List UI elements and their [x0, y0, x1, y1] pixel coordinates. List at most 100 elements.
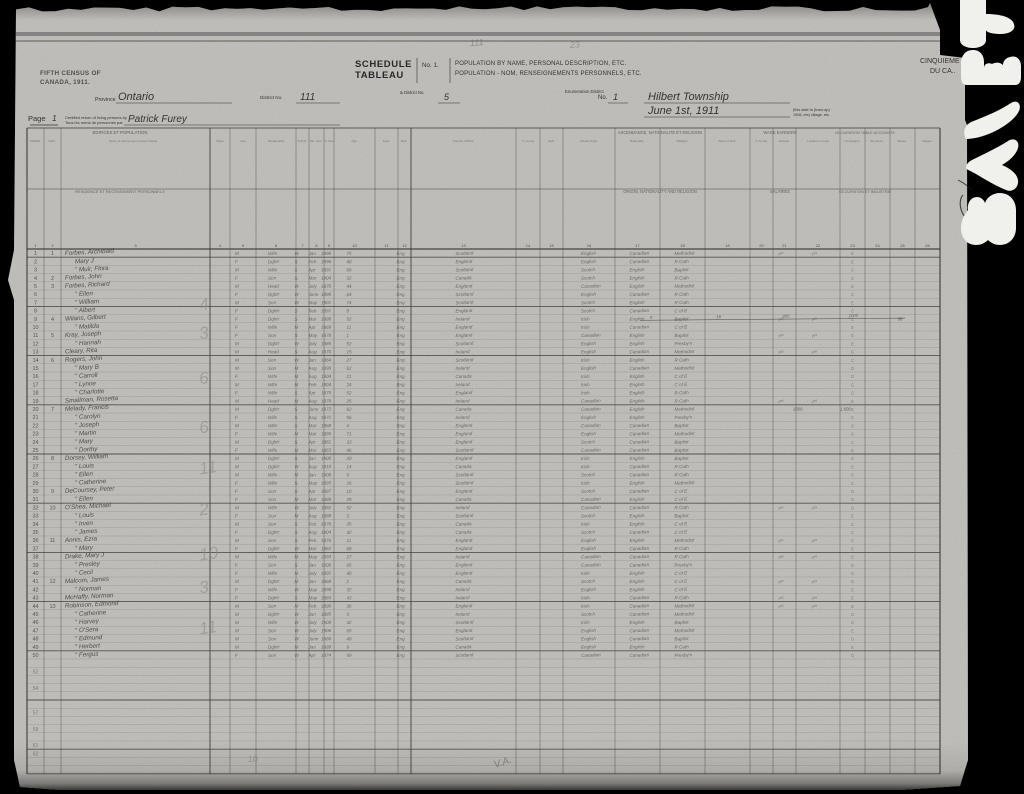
- svg-text:1904: 1904: [321, 382, 332, 387]
- svg-text:England: England: [455, 283, 472, 289]
- svg-text:Place: Place: [216, 139, 224, 143]
- svg-text:1876: 1876: [321, 538, 332, 543]
- svg-text:Irish: Irish: [581, 456, 590, 461]
- svg-text:English: English: [581, 349, 597, 355]
- svg-text:Ireland: Ireland: [455, 595, 470, 601]
- svg-text:M: M: [235, 358, 239, 363]
- svg-text:1908: 1908: [321, 472, 332, 477]
- svg-text:Age: Age: [351, 139, 357, 143]
- svg-text:M: M: [235, 440, 239, 445]
- svg-text:Canadian: Canadian: [581, 283, 601, 289]
- svg-text:Canada: Canada: [455, 644, 472, 650]
- svg-text:1: 1: [52, 113, 57, 123]
- svg-text:65: 65: [346, 628, 352, 633]
- svg-text:Eng: Eng: [396, 366, 405, 371]
- svg-text:Jan: Jan: [307, 562, 316, 567]
- svg-text:English: English: [629, 570, 645, 576]
- svg-text:(this date to (Inscr.ap): (this date to (Inscr.ap): [793, 108, 830, 112]
- svg-text:English: English: [581, 538, 597, 544]
- svg-text:25: 25: [345, 399, 352, 404]
- svg-text:" Cecil: " Cecil: [75, 569, 94, 577]
- svg-text:English: English: [629, 513, 645, 519]
- svg-text:22: 22: [816, 243, 821, 248]
- svg-text:Aug: Aug: [307, 415, 317, 420]
- svg-text:Aug: Aug: [307, 374, 317, 379]
- svg-text:C of E: C of E: [674, 324, 688, 329]
- svg-text:POPULATION BY NAME, PERSONAL D: POPULATION BY NAME, PERSONAL DESCRIPTION…: [455, 61, 627, 67]
- svg-text:48: 48: [32, 637, 38, 643]
- svg-text:ASCENDANCE, NATIONALITE ET REL: ASCENDANCE, NATIONALITE ET RELIGION: [618, 130, 702, 135]
- svg-text:40: 40: [346, 259, 352, 264]
- svg-text:26: 26: [32, 456, 38, 462]
- svg-text:G: G: [851, 432, 854, 437]
- svg-text:Mar: Mar: [308, 497, 317, 502]
- svg-text:1876: 1876: [321, 398, 332, 403]
- svg-text:POPULATION - NOM, RENSEIGNEMEN: POPULATION - NOM, RENSEIGNEMENTS PERSONN…: [455, 71, 642, 77]
- svg-text:7: 7: [51, 407, 54, 413]
- svg-text:Mar: Mar: [308, 431, 317, 436]
- svg-text:M: M: [235, 464, 239, 469]
- svg-text:1906: 1906: [321, 562, 332, 567]
- svg-text:M: M: [294, 497, 298, 502]
- svg-text:G: G: [851, 456, 854, 461]
- svg-text:" Louis: " Louis: [75, 512, 95, 520]
- svg-text:1885: 1885: [321, 341, 332, 346]
- svg-text:Canada: Canada: [455, 374, 472, 380]
- svg-text:Feb: Feb: [308, 382, 317, 387]
- svg-text:" Herbert: " Herbert: [75, 642, 101, 650]
- svg-text:S,M,W: S,M,W: [298, 139, 307, 143]
- svg-text:6: 6: [51, 358, 54, 364]
- svg-text:M: M: [294, 604, 298, 609]
- svg-text:Son: Son: [268, 628, 277, 633]
- svg-text:Baptist: Baptist: [674, 333, 689, 339]
- svg-text:52: 52: [346, 505, 352, 510]
- svg-text:12: 12: [402, 243, 407, 248]
- svg-text:27: 27: [345, 358, 352, 363]
- svg-text:OCCUPATION TABLE ACCOUNTS: OCCUPATION TABLE ACCOUNTS: [835, 131, 895, 135]
- svg-text:English: English: [581, 365, 597, 371]
- svg-text:24: 24: [32, 440, 38, 446]
- svg-text:M: M: [235, 612, 239, 617]
- svg-text:18: 18: [32, 391, 38, 397]
- svg-text:Scotch: Scotch: [581, 579, 596, 585]
- svg-text:Ireland: Ireland: [455, 382, 470, 388]
- svg-text:E: E: [851, 596, 854, 601]
- svg-text:Dghtr: Dghtr: [268, 595, 280, 600]
- svg-text:Nat'l: Nat'l: [548, 139, 554, 143]
- svg-text:English: English: [629, 300, 645, 306]
- svg-text:33: 33: [346, 440, 352, 445]
- svg-text:English: English: [629, 521, 645, 527]
- svg-text:English: English: [629, 620, 645, 626]
- svg-text:59: 59: [33, 727, 39, 733]
- svg-text:4: 4: [51, 317, 54, 323]
- svg-text:25: 25: [32, 448, 38, 454]
- svg-text:Aug: Aug: [307, 530, 317, 535]
- svg-text:Baptist: Baptist: [674, 456, 689, 462]
- svg-text:62: 62: [346, 407, 352, 412]
- svg-text:English: English: [629, 275, 645, 281]
- svg-text:Eng: Eng: [396, 284, 405, 289]
- svg-text:R Cath: R Cath: [674, 595, 689, 601]
- svg-text:1901: 1901: [321, 300, 332, 305]
- svg-text:75: 75: [346, 251, 352, 256]
- svg-text:Head: Head: [268, 398, 280, 403]
- svg-text:Methodist: Methodist: [674, 283, 695, 289]
- svg-text:Canadian: Canadian: [581, 398, 601, 404]
- svg-text:Feb: Feb: [308, 259, 317, 264]
- svg-text:English: English: [629, 579, 645, 585]
- svg-text:" Lynne: " Lynne: [75, 380, 97, 388]
- svg-text:Occupation: Occupation: [844, 139, 860, 143]
- svg-text:M: M: [235, 604, 239, 609]
- svg-text:Scotland: Scotland: [455, 300, 473, 306]
- svg-text:9: 9: [34, 317, 37, 323]
- svg-text:Canadian: Canadian: [629, 365, 649, 371]
- svg-text:27: 27: [345, 554, 352, 559]
- svg-text:M: M: [235, 251, 239, 256]
- svg-text:Canadian: Canadian: [581, 652, 601, 658]
- svg-text:England: England: [455, 390, 472, 396]
- svg-text:8: 8: [34, 309, 37, 315]
- svg-text:Wife: Wife: [268, 267, 278, 272]
- svg-text:10: 10: [32, 325, 38, 331]
- svg-text:1869: 1869: [321, 325, 332, 330]
- svg-text:Wife: Wife: [268, 390, 278, 395]
